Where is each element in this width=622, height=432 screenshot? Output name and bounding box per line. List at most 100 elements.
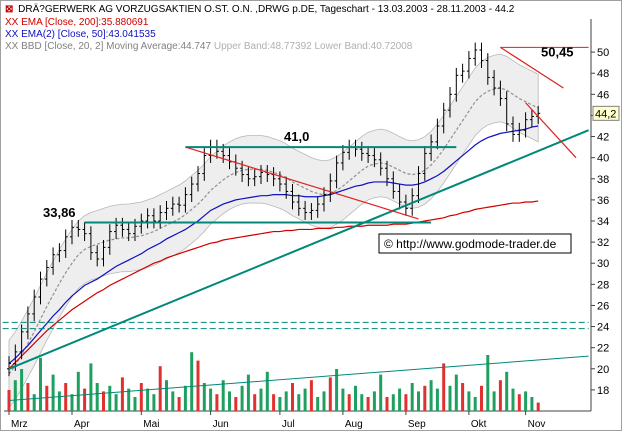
volume-bar	[83, 388, 87, 411]
volume-bar	[410, 383, 414, 411]
volume-bar	[498, 380, 502, 411]
volume-bar	[190, 352, 194, 411]
volume-bar	[486, 355, 490, 411]
volume-bar	[284, 391, 288, 411]
volume-bar	[511, 388, 515, 411]
volume-bar	[505, 371, 509, 411]
volume-bar	[76, 371, 80, 411]
volume-bar	[133, 397, 137, 411]
volume-bar	[26, 383, 30, 411]
y-tick-label: 28	[597, 279, 609, 291]
volume-bar	[215, 394, 219, 411]
volume-bar	[322, 391, 326, 411]
volume-bar	[297, 394, 301, 411]
volume-bar	[448, 385, 452, 411]
volume-bar	[7, 390, 11, 411]
x-tick-label: Jun	[213, 419, 229, 430]
volume-bar	[102, 391, 105, 411]
y-tick-label: 46	[597, 89, 609, 101]
volume-bar	[165, 380, 168, 411]
close-icon: ⊠	[5, 4, 14, 15]
ema200-line	[8, 200, 539, 370]
short-downtrend-line	[500, 46, 564, 89]
x-tick-label: Apr	[74, 419, 90, 430]
volume-trend-line	[8, 355, 589, 401]
volume-bar	[454, 374, 458, 411]
volume-bar	[246, 374, 250, 411]
volume-bar	[473, 397, 477, 411]
volume-bar	[530, 397, 534, 411]
y-tick-label: 50	[597, 47, 609, 59]
y-tick-label: 34	[597, 216, 609, 228]
volume-bar	[291, 383, 294, 411]
volume-bar	[234, 397, 238, 411]
volume-bar	[309, 380, 313, 411]
volume-bar	[253, 394, 257, 411]
downtrend-line-red	[185, 146, 419, 220]
volume-bar	[39, 357, 42, 411]
volume-bar	[480, 385, 483, 411]
volume-bar	[265, 371, 269, 411]
volume-bar	[228, 391, 231, 411]
y-tick-label: 32	[597, 237, 609, 249]
y-tick-label: 38	[597, 174, 609, 186]
volume-bar	[114, 394, 118, 411]
x-tick-label: Sep	[408, 419, 426, 430]
annotation-50-45: 50,45	[541, 44, 574, 59]
annotation-41-0: 41,0	[284, 129, 309, 144]
y-tick-label: 18	[597, 385, 609, 397]
volume-bar	[95, 383, 99, 411]
volume-bar	[183, 385, 187, 411]
volume-bar	[259, 388, 263, 411]
volume-bar	[108, 385, 112, 411]
x-tick-label: Jul	[282, 419, 295, 430]
annotation-33-86: 33,86	[43, 205, 76, 220]
bollinger-mid-line	[8, 87, 539, 375]
y-tick-label: 36	[597, 195, 609, 207]
y-tick-label: 42	[597, 132, 609, 144]
volume-bar	[127, 388, 131, 411]
volume-bar	[423, 385, 427, 411]
volume-bar	[20, 369, 24, 411]
volume-bar	[272, 394, 276, 411]
y-tick-label: 20	[597, 364, 609, 376]
volume-bar	[120, 377, 124, 411]
volume-bar	[171, 391, 175, 411]
watermark-text: © http://www.godmode-trader.de	[384, 237, 557, 251]
x-tick-label: Mrz	[11, 419, 28, 430]
volume-bar	[372, 391, 376, 411]
volume-bar	[467, 391, 471, 411]
volume-bar	[435, 388, 439, 411]
volume-bar	[524, 391, 528, 411]
volume-bar	[146, 388, 150, 411]
volume-bar	[202, 383, 206, 411]
bollinger-band-area	[8, 53, 539, 410]
volume-bar	[347, 394, 351, 411]
volume-bar	[240, 385, 244, 411]
volume-bar	[492, 391, 496, 411]
y-tick-label: 22	[597, 343, 609, 355]
volume-bar	[70, 394, 74, 411]
volume-bar	[391, 394, 395, 411]
volume-bar	[517, 394, 521, 411]
y-tick-label: 30	[597, 258, 609, 270]
volume-bar	[429, 380, 433, 411]
ema50-line	[8, 125, 539, 364]
x-tick-label: Okt	[471, 419, 487, 430]
volume-bar	[221, 380, 225, 411]
legend-ema50: XX EMA(2) [Close, 50]:43.041535	[5, 29, 156, 40]
y-tick-label: 48	[597, 68, 609, 80]
volume-bar	[360, 394, 364, 411]
volume-bar	[398, 388, 402, 411]
volume-bar	[177, 397, 181, 411]
volume-bar	[316, 397, 320, 411]
volume-bar	[89, 363, 93, 411]
volume-bar	[335, 369, 339, 411]
volume-bar	[64, 383, 68, 411]
volume-bar	[32, 394, 36, 411]
volume-bar	[354, 385, 357, 411]
x-tick-label: Aug	[345, 419, 363, 430]
volume-bar	[303, 388, 307, 411]
volume-bar	[278, 397, 282, 411]
